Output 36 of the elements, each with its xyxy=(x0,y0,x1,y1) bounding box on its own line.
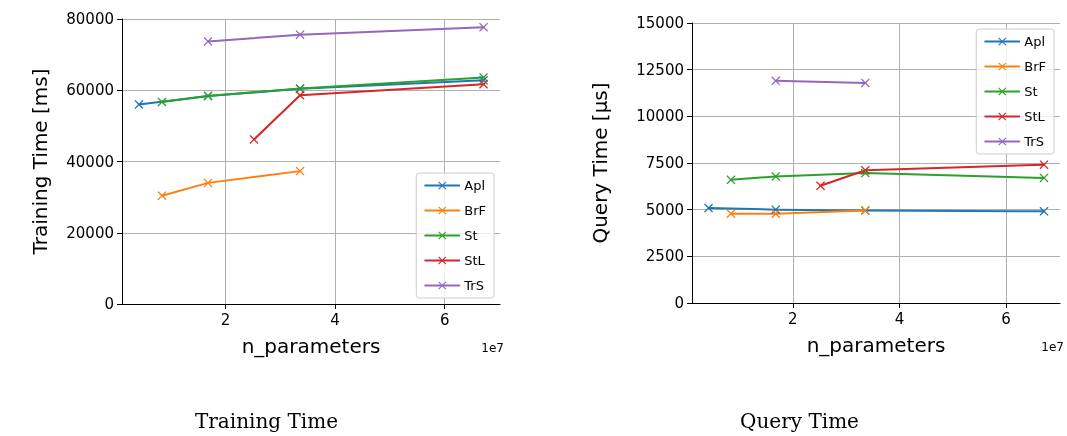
y-tick-label: 2500 xyxy=(645,247,684,266)
legend-label: St xyxy=(1024,84,1038,99)
legend-label: TrS xyxy=(463,278,484,293)
legend-label: TrS xyxy=(1023,134,1044,149)
y-axis-title: Training Time [ms] xyxy=(28,68,52,256)
y-axis-title: Query Time [μs] xyxy=(588,82,612,244)
y-tick-label: 60000 xyxy=(66,81,114,100)
legend-label: BrF xyxy=(1024,59,1047,74)
legend-label: BrF xyxy=(464,203,487,218)
y-tick-label: 0 xyxy=(104,295,114,313)
legend-label: StL xyxy=(1024,109,1046,124)
x-axis-title: n_parameters xyxy=(806,333,946,357)
y-tick-label: 12500 xyxy=(636,60,684,79)
x-tick-label: 2 xyxy=(220,310,231,329)
y-tick-label: 15000 xyxy=(636,14,684,32)
x-tick-label: 6 xyxy=(1001,309,1011,328)
x-tick-label: 4 xyxy=(330,310,340,329)
y-tick-label: 40000 xyxy=(66,152,114,171)
x-tick-label: 6 xyxy=(439,310,450,329)
x-tick-label: 2 xyxy=(788,309,798,328)
x-axis-title: n_parameters xyxy=(241,334,381,358)
text: Query Time xyxy=(740,409,859,433)
text: Training Time xyxy=(194,409,339,433)
text: 1e7 xyxy=(1041,340,1064,354)
y-tick-label: 0 xyxy=(674,294,684,312)
legend-label: Apl xyxy=(464,178,486,193)
text: 1e7 xyxy=(481,341,504,355)
x-tick-label: 4 xyxy=(894,309,905,328)
y-tick-label: 80000 xyxy=(66,10,114,28)
y-tick-label: 20000 xyxy=(66,223,114,242)
legend-label: St xyxy=(464,228,478,243)
y-tick-label: 7500 xyxy=(645,154,684,172)
y-tick-label: 10000 xyxy=(636,107,684,126)
legend-label: StL xyxy=(464,253,486,268)
legend-label: Apl xyxy=(1024,34,1046,49)
y-tick-label: 5000 xyxy=(645,200,684,219)
